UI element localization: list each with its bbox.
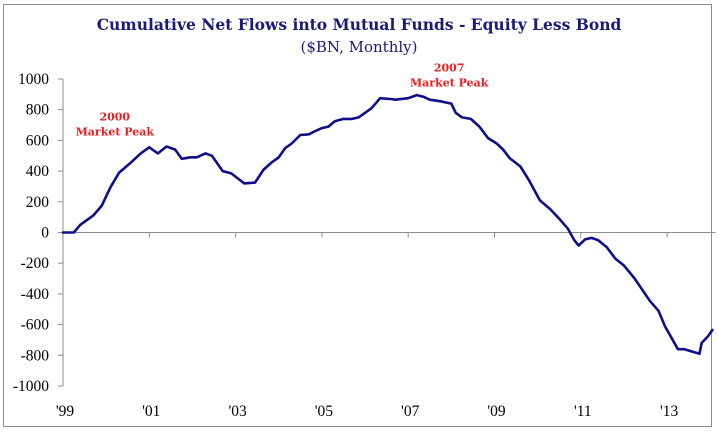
y-axis: 1000 800 600 400 200 0 -200 -400 -600 -800 -1000	[13, 71, 64, 395]
chart-title: Cumulative Net Flows into Mutual Funds -…	[97, 15, 622, 34]
y-tick-label: -600	[21, 317, 50, 334]
x-tick-label: '13	[660, 403, 679, 420]
y-tick-label: -1000	[13, 378, 49, 395]
x-tick-label: '99	[56, 403, 75, 420]
y-tick-label: -400	[21, 286, 50, 303]
annotation-label: Market Peak	[410, 76, 489, 89]
y-tick-label: 1000	[18, 71, 49, 88]
chart-frame	[3, 4, 712, 427]
y-tick-label: 0	[41, 225, 49, 242]
y-tick-label: 800	[26, 102, 50, 119]
annotations: 2000 Market Peak 2007 Market Peak	[76, 61, 489, 138]
x-tick-label: '07	[401, 403, 420, 420]
x-tick-label: '09	[487, 403, 506, 420]
y-tick-label: -800	[21, 347, 50, 364]
y-tick-label: -200	[21, 255, 50, 272]
x-axis: '99 '01 '03 '05 '07 '09 '11 '13	[56, 232, 716, 420]
y-tick-label: 400	[26, 163, 50, 180]
y-tick-label: 200	[26, 194, 50, 211]
annotation-label: Market Peak	[76, 125, 155, 138]
y-tick-label: 600	[26, 132, 50, 149]
series-group	[61, 93, 714, 356]
x-tick-label: '11	[574, 403, 592, 420]
x-tick-label: '01	[142, 403, 160, 420]
series-line	[61, 93, 714, 356]
annotation-year: 2000	[99, 110, 130, 123]
annotation-year: 2007	[434, 61, 465, 74]
chart-subtitle: ($BN, Monthly)	[301, 38, 418, 56]
x-tick-label: '03	[228, 403, 247, 420]
x-tick-label: '05	[315, 403, 334, 420]
